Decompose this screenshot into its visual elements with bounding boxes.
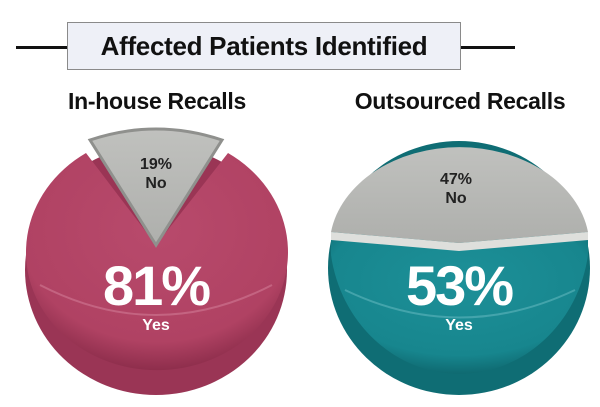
inhouse-yes-label: 81% Yes xyxy=(86,258,226,334)
chart-title-box: Affected Patients Identified xyxy=(67,22,461,70)
chart-title: Affected Patients Identified xyxy=(100,30,428,61)
outsourced-chart-title: Outsourced Recalls xyxy=(354,88,566,114)
outsourced-yes-text: Yes xyxy=(445,317,473,334)
inhouse-no-label: 19% No xyxy=(121,155,191,193)
outsourced-no-pct: 47% xyxy=(439,171,473,188)
outsourced-no-label: 47% No xyxy=(421,170,491,208)
outsourced-no-text: No xyxy=(445,190,467,208)
inhouse-no-pct: 19% xyxy=(139,156,173,173)
inhouse-no-slice xyxy=(87,127,225,248)
inhouse-yes-text: Yes xyxy=(142,317,170,334)
outsourced-yes-label: 53% Yes xyxy=(389,258,529,334)
outsourced-pie xyxy=(328,141,590,395)
outsourced-yes-slice xyxy=(331,232,588,374)
inhouse-pie xyxy=(25,127,288,395)
title-rule-right xyxy=(461,46,515,49)
inhouse-chart-title: In-house Recalls xyxy=(68,88,246,114)
inhouse-yes-slice xyxy=(25,153,288,371)
inhouse-no-text: No xyxy=(145,175,167,193)
inhouse-yes-pct: 81% xyxy=(102,254,211,317)
outsourced-yes-pct: 53% xyxy=(405,254,514,317)
title-rule-left xyxy=(16,46,68,49)
outsourced-no-slice xyxy=(331,147,588,243)
